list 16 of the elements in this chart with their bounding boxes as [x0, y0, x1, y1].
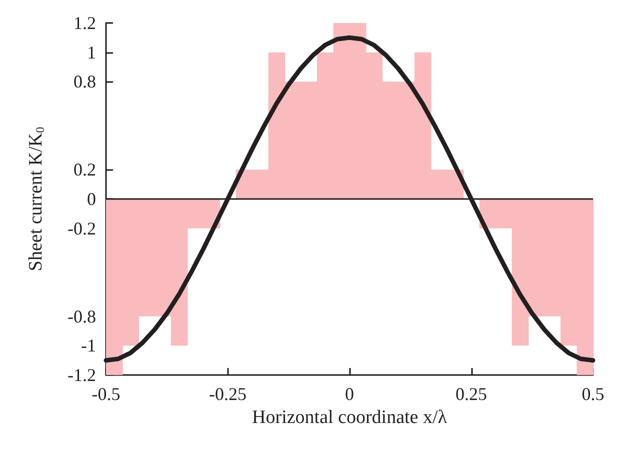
y-tick-label: 0.8: [74, 72, 96, 92]
x-axis-title: Horizontal coordinate x/λ: [252, 406, 448, 428]
x-tick-label: 0.5: [582, 384, 604, 404]
y-tick-label: 0: [87, 189, 96, 209]
y-tick-label: -1: [81, 336, 96, 356]
y-tick-label: -0.8: [68, 306, 96, 326]
x-tick-label: 0: [345, 384, 354, 404]
x-tick-label: -0.25: [209, 384, 246, 404]
y-tick-label: 0.2: [74, 160, 96, 180]
x-tick-label: -0.5: [92, 384, 120, 404]
y-tick-label: -0.2: [68, 218, 96, 238]
y-axis-title: Sheet current K/K0: [26, 126, 47, 272]
x-tick-label: 0.25: [456, 384, 487, 404]
y-tick-label: -1.2: [68, 365, 96, 385]
y-tick-label: 1: [87, 42, 96, 62]
y-tick-label: 1.2: [74, 13, 96, 33]
